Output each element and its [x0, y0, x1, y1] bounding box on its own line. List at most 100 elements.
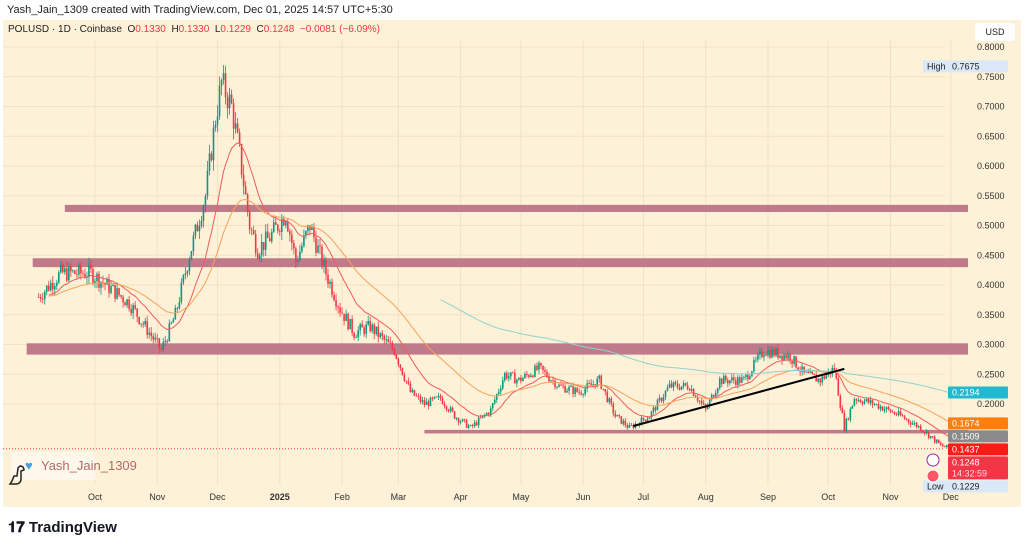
candle-body — [429, 397, 432, 406]
candle-body — [881, 406, 884, 411]
candle-body — [43, 291, 46, 300]
candle-body — [823, 376, 826, 379]
x-tick-label: Nov — [883, 492, 900, 502]
candle-body — [423, 400, 426, 405]
candle-body — [861, 402, 864, 404]
candle-body — [361, 324, 363, 328]
candle-body — [648, 417, 651, 419]
candle-body — [264, 231, 267, 250]
candle-body — [520, 377, 522, 382]
candle-body — [244, 186, 247, 195]
candle-body — [941, 444, 944, 447]
candle-body — [274, 222, 277, 225]
candle-body — [222, 73, 225, 81]
currency-button[interactable]: USD — [975, 23, 1015, 41]
ma-price-label-bg — [948, 430, 1008, 443]
candle-body — [397, 358, 400, 365]
candle-body — [660, 397, 663, 402]
candle-body — [53, 286, 56, 290]
candle-body — [775, 348, 777, 356]
candle-body — [676, 383, 679, 388]
candle-body — [939, 443, 942, 445]
candle-body — [875, 403, 878, 405]
candle-body — [528, 374, 530, 378]
candle-body — [642, 417, 645, 420]
candle-body — [769, 350, 771, 358]
candle-body — [230, 94, 233, 104]
chart-frame[interactable]: 0.8000 0.7500 0.7000 0.6500 0.6000 0.5500 0.50… — [3, 20, 1021, 507]
high-label: H — [171, 24, 179, 35]
candle-body — [78, 265, 80, 275]
candle-body — [465, 420, 468, 428]
candle-body — [853, 399, 856, 406]
y-tick-label: 0.5500 — [977, 191, 1005, 201]
y-tick-label: 0.2500 — [977, 369, 1005, 379]
candle-body — [100, 281, 102, 288]
candle-body — [365, 324, 367, 334]
candle-body — [654, 407, 657, 411]
low-value: 0.1229 — [220, 24, 251, 35]
candle-body — [696, 397, 699, 401]
candle-body — [226, 97, 229, 109]
candle-body — [329, 281, 331, 284]
candle-body — [791, 360, 793, 364]
symbol[interactable]: POLUSD · 1D · Coinbase — [8, 24, 122, 35]
last-price-label-bg — [948, 456, 1008, 480]
candle-body — [373, 324, 376, 334]
candle-body — [343, 313, 345, 321]
candle-body — [473, 422, 476, 426]
candle-body — [483, 414, 486, 416]
candle-body — [122, 296, 124, 303]
resistance-support-zone — [26, 343, 968, 355]
candle-body — [419, 396, 422, 402]
x-tick-label: 2025 — [270, 492, 290, 502]
low-price: 0.1229 — [952, 481, 980, 491]
y-tick-label: 0.3500 — [977, 310, 1005, 320]
candle-body — [700, 400, 703, 404]
candle-body — [272, 222, 275, 232]
candle-body — [550, 380, 552, 382]
trendline — [633, 367, 845, 427]
candle-body — [200, 220, 203, 227]
candle-body — [506, 372, 508, 379]
candle-body — [220, 80, 223, 86]
candle-body — [461, 419, 464, 422]
candle-body — [767, 350, 769, 356]
resistance-support-zone — [424, 429, 968, 434]
watermark-text: Yash_Jain_1309 — [41, 458, 137, 473]
candle-body — [487, 412, 490, 415]
candle-body — [771, 349, 773, 358]
candle-body — [887, 407, 890, 410]
candle-body — [206, 170, 209, 196]
candle-body — [662, 397, 665, 402]
candle-body — [409, 383, 412, 393]
candle-body — [37, 296, 40, 298]
price-chart[interactable]: 0.8000 0.7500 0.7000 0.6500 0.6000 0.5500 0.50… — [3, 20, 1021, 507]
candle-body — [706, 405, 709, 409]
candle-body — [779, 355, 781, 358]
candle-body — [624, 420, 627, 426]
candle-body — [182, 275, 185, 283]
candle-body — [126, 299, 128, 306]
candle-body — [789, 354, 791, 361]
candle-body — [236, 123, 239, 133]
candle-body — [658, 397, 661, 400]
candle-body — [192, 235, 195, 252]
tradingview-logo[interactable]: 𝟏𝟕 TradingView — [8, 519, 117, 536]
candle-body — [433, 396, 436, 399]
candle-body — [228, 94, 231, 109]
candle-body — [837, 378, 840, 396]
candle-body — [250, 229, 253, 231]
candle-body — [270, 231, 273, 242]
candle-body — [60, 264, 62, 273]
candle-body — [467, 425, 470, 428]
candle-body — [821, 376, 824, 383]
candle-body — [68, 266, 70, 281]
candle-body — [479, 417, 482, 419]
candle-body — [389, 342, 392, 343]
candle-body — [47, 285, 50, 291]
ma-price-label: 0.1509 — [952, 431, 980, 441]
candle-body — [174, 308, 177, 320]
candle-body — [524, 373, 526, 378]
candle-body — [544, 370, 546, 372]
